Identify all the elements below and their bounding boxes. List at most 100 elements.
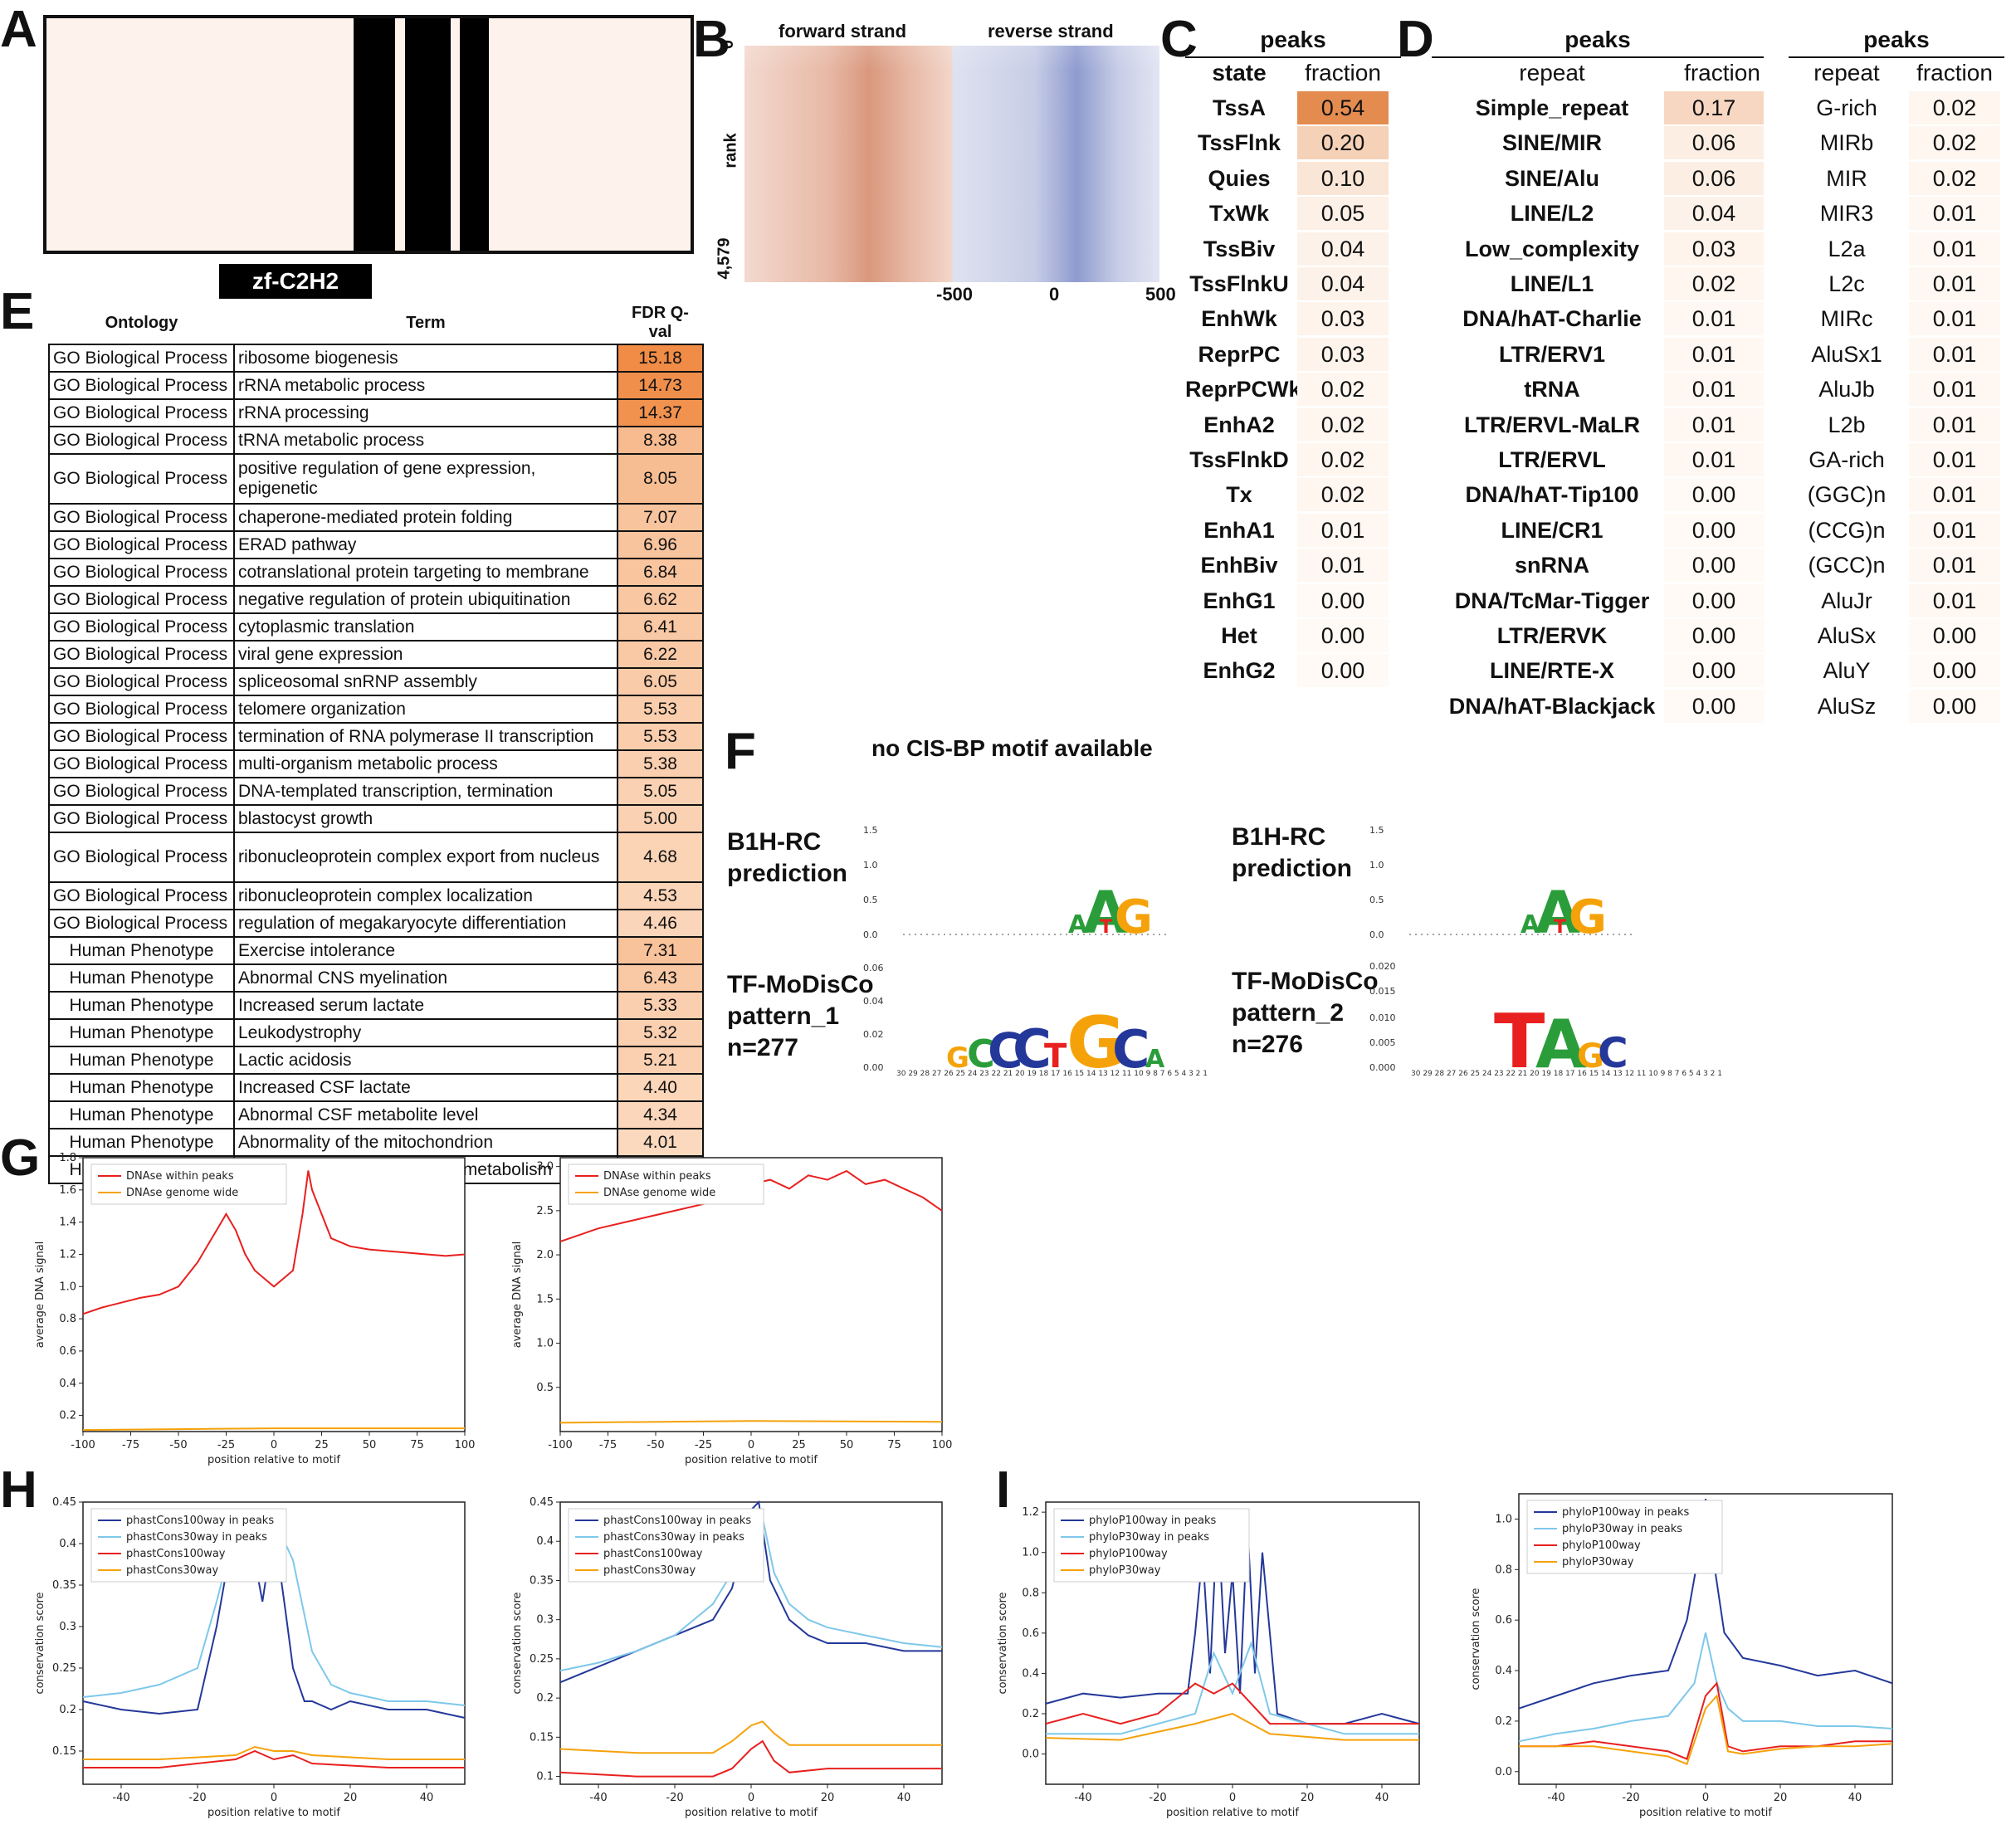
- state-label: TssFlnk: [1197, 130, 1281, 156]
- y-axis-label: conservation score: [1470, 1588, 1482, 1690]
- panel-letter-b: B: [693, 11, 730, 68]
- ontology-cell: GO Biological Process: [48, 530, 235, 559]
- legend-label: phyloP100way in peaks: [1089, 1515, 1217, 1527]
- table-row: GO Biological Process blastocyst growth 5.…: [48, 804, 704, 833]
- term-cell: ribonucleoprotein complex export from nu…: [233, 832, 618, 883]
- col-fraction: fraction: [1305, 60, 1381, 85]
- logo-letter: A: [1083, 879, 1128, 946]
- table-row: GO Biological Process ribonucleoprotein c…: [48, 832, 704, 883]
- ontology-cell: GO Biological Process: [48, 585, 235, 614]
- fraction-cell: 0.06: [1664, 126, 1764, 160]
- y-tick-label: 0.15: [530, 1731, 554, 1744]
- repeat-label-2: AluSx: [1817, 623, 1877, 648]
- fraction-cell: 0.02: [1297, 443, 1389, 476]
- table-row: GO Biological Process multi-organism meta…: [48, 749, 704, 778]
- svg-text:1.5: 1.5: [863, 825, 878, 836]
- logo-letter: T: [1100, 917, 1112, 938]
- x-tick-label: 100: [932, 1439, 953, 1451]
- state-label: EnhWk: [1201, 306, 1277, 332]
- term-cell: Abnormal CNS myelination: [233, 963, 618, 993]
- state-label: Het: [1221, 623, 1257, 648]
- fraction-cell: 0.04: [1297, 267, 1389, 300]
- fraction-cell: 0.04: [1297, 232, 1389, 266]
- ontology-cell: Human Phenotype: [48, 1018, 235, 1047]
- y-tick-label: 1.0: [1022, 1547, 1039, 1559]
- fdr-cell: 6.41: [617, 612, 704, 641]
- fdr-cell: 4.40: [617, 1073, 704, 1102]
- table-row: Human Phenotype Lactic acidosis 5.21: [48, 1046, 704, 1075]
- series-line: [83, 1745, 465, 1760]
- y-tick-label: 1.2: [59, 1248, 76, 1261]
- fraction-cell: 0.54: [1297, 91, 1389, 124]
- y-tick-label: 0.2: [1022, 1708, 1039, 1720]
- term-cell: termination of RNA polymerase II transcr…: [233, 722, 618, 751]
- x-tick-label: -100: [71, 1439, 95, 1451]
- svg-text:0.000: 0.000: [1369, 1062, 1396, 1073]
- y-tick-label: 1.4: [59, 1217, 76, 1229]
- svg-text:0.005: 0.005: [1369, 1037, 1396, 1048]
- chart-g1: -100 -75 -50 -25 0 25 50 75 100 0.2 0.4 0.6 0.8 1.0 1.…: [34, 1152, 475, 1466]
- panel-letter-a: A: [0, 1, 37, 58]
- x-tick-label: 75: [410, 1439, 424, 1451]
- x-tick-label: 40: [1375, 1792, 1389, 1804]
- fdr-cell: 6.05: [617, 667, 704, 696]
- header-rule: [1432, 56, 1764, 58]
- fraction-cell: 0.06: [1664, 161, 1764, 195]
- fdr-cell: 6.96: [617, 530, 704, 559]
- table-row: GO Biological Process spliceosomal snRNP …: [48, 667, 704, 696]
- y-axis-label: conservation score: [511, 1592, 524, 1694]
- enrichment-table: Ontology Term FDR Q-val GO Biological Pr…: [48, 302, 704, 1184]
- fraction-cell-2: 0.02: [1909, 161, 2000, 195]
- fraction-cell: 0.03: [1664, 232, 1764, 266]
- legend-label: phastCons30way: [603, 1564, 696, 1577]
- series-line: [559, 1739, 942, 1778]
- svg-text:C: C: [988, 1022, 1023, 1079]
- series-line: [1045, 1712, 1419, 1741]
- table-row: GO Biological Process telomere organizati…: [48, 695, 704, 724]
- col-fraction-2: fraction: [1916, 60, 1993, 85]
- legend-label: phastCons100way in peaks: [603, 1515, 751, 1527]
- modisco-logo-2: 0.020 0.015 0.010 0.005 0.000 T A G C 30 29 …: [1369, 961, 1722, 1079]
- x-tick-right: 500: [1145, 284, 1176, 305]
- legend-label: phastCons30way: [126, 1564, 219, 1577]
- fraction-cell: 0.01: [1297, 513, 1389, 547]
- table-row: Human Phenotype Abnormal CNS myelination 6…: [48, 963, 704, 993]
- fraction-cell-2: 0.01: [1909, 373, 2000, 407]
- repeat-label-2: L2a: [1828, 236, 1866, 261]
- repeat-label: LINE/L2: [1510, 201, 1594, 227]
- state-label: TssFlnkU: [1189, 271, 1289, 296]
- x-tick-label: -40: [112, 1792, 129, 1804]
- fraction-cell: 0.03: [1297, 302, 1389, 336]
- fraction-cell: 0.00: [1664, 583, 1764, 617]
- y-tick-label: 0.15: [52, 1745, 76, 1758]
- x-tick-left: -500: [936, 284, 974, 305]
- logo-letter: G: [1115, 890, 1153, 944]
- y-tick-label: 0.25: [52, 1662, 76, 1675]
- table-row: GO Biological Process termination of RNA …: [48, 722, 704, 751]
- x-axis-label: position relative to motif: [685, 1807, 818, 1819]
- repeat-label: LTR/ERVL-MaLR: [1464, 412, 1640, 437]
- fraction-cell-2: 0.01: [1909, 513, 2000, 547]
- svg-text:A: A: [1535, 1006, 1587, 1079]
- fdr-cell: 5.05: [617, 777, 704, 806]
- series-line: [1045, 1682, 1419, 1725]
- svg-text:1.0: 1.0: [1369, 860, 1384, 871]
- y-tick-label: 0.2: [536, 1692, 554, 1705]
- x-tick-label: 40: [420, 1792, 434, 1804]
- ontology-cell: GO Biological Process: [48, 909, 235, 938]
- forward-strand-label: forward strand: [779, 21, 907, 41]
- domain-label: zf-C2H2: [219, 264, 372, 299]
- repeat-label: DNA/hAT-Charlie: [1462, 306, 1642, 332]
- x-tick-label: 40: [1848, 1792, 1862, 1804]
- x-axis-label: position relative to motif: [1639, 1807, 1772, 1819]
- col-state: state: [1212, 60, 1267, 85]
- series-line: [83, 1749, 465, 1768]
- repeat-label-2: MIRb: [1819, 130, 1874, 156]
- ontology-cell: GO Biological Process: [48, 881, 235, 910]
- legend-box: [568, 1508, 764, 1583]
- legend-label: phastCons100way: [603, 1548, 703, 1560]
- x-tick-label: 50: [840, 1439, 854, 1451]
- ontology-cell: GO Biological Process: [48, 832, 235, 883]
- fraction-cell: 0.02: [1664, 267, 1764, 300]
- repeat-family-table: peaks peaks repeat fraction repeat fraction Si…: [1432, 25, 2013, 739]
